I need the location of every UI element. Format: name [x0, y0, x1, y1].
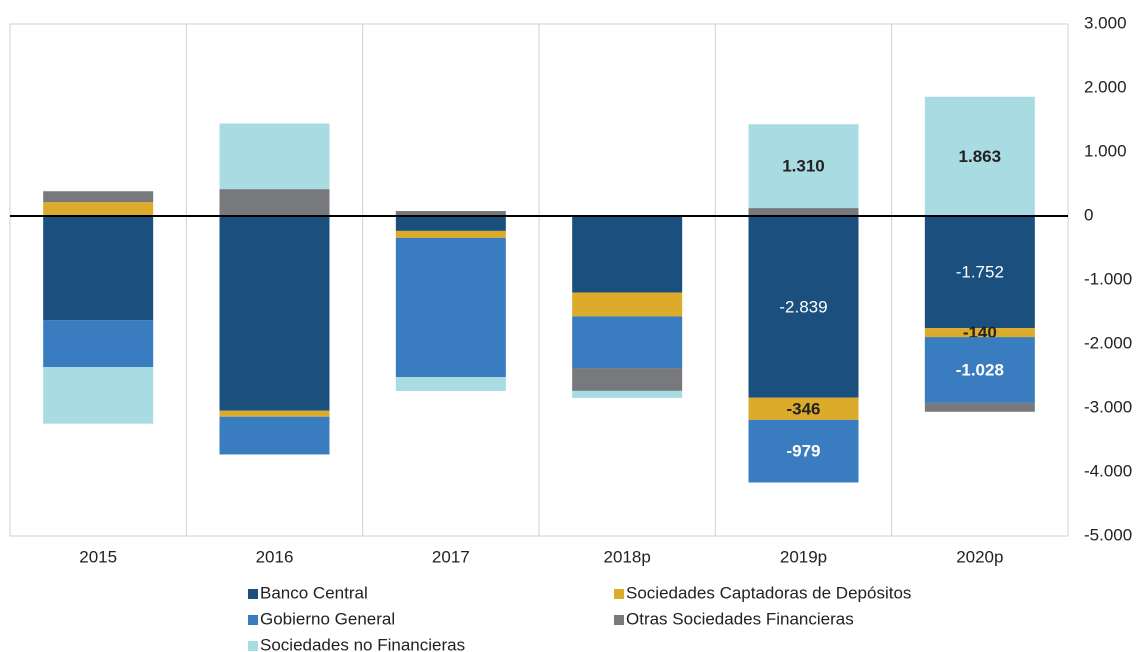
data-label: -2.839 [779, 297, 827, 316]
bar-segment [395, 216, 506, 231]
legend-swatch [614, 615, 624, 625]
bar-segment [748, 208, 859, 216]
x-tick-label: 2017 [432, 547, 470, 566]
bar-segment [572, 216, 683, 293]
bar-segment [572, 292, 683, 317]
bar-segment [43, 320, 154, 368]
bar-segment [395, 230, 506, 238]
bar-segment [43, 202, 154, 216]
bar-segment [924, 328, 1035, 338]
data-label: -979 [786, 442, 820, 461]
legend-swatch [248, 589, 258, 599]
legend-label: Otras Sociedades Financieras [626, 609, 854, 628]
x-tick-label: 2018p [604, 547, 651, 566]
data-label: -346 [786, 399, 820, 418]
legend-swatch [248, 615, 258, 625]
y-tick-label: 3.000 [1084, 13, 1127, 32]
legend-swatch [248, 641, 258, 651]
data-label: -1.028 [956, 360, 1004, 379]
bar-segment [43, 216, 154, 321]
y-tick-label: -4.000 [1084, 461, 1132, 480]
bar-segment [924, 216, 1035, 329]
bar-segment [219, 410, 330, 417]
legend-swatch [614, 589, 624, 599]
bar-segment [924, 96, 1035, 216]
data-label: -1.752 [956, 263, 1004, 282]
x-tick-label: 2016 [256, 547, 294, 566]
legend-label: Sociedades no Financieras [260, 635, 465, 652]
y-tick-label: 1.000 [1084, 141, 1127, 160]
bar-segment [572, 390, 683, 398]
data-label: 1.310 [782, 157, 825, 176]
x-tick-label: 2019p [780, 547, 827, 566]
y-tick-label: 2.000 [1084, 77, 1127, 96]
bar-segment [395, 377, 506, 391]
y-tick-label: -3.000 [1084, 397, 1132, 416]
bar-segment [748, 419, 859, 483]
bar-segment [219, 416, 330, 455]
bar-segment [43, 367, 154, 424]
x-tick-label: 2020p [956, 547, 1003, 566]
data-label: 1.863 [959, 147, 1002, 166]
y-tick-label: -1.000 [1084, 269, 1132, 288]
bar-segment [219, 189, 330, 216]
y-tick-label: 0 [1084, 205, 1093, 224]
bar-segment [219, 216, 330, 411]
bar-segment [924, 337, 1035, 403]
bar-segment [395, 211, 506, 216]
legend-label: Gobierno General [260, 609, 395, 628]
y-tick-label: -5.000 [1084, 525, 1132, 544]
legend-label: Sociedades Captadoras de Depósitos [626, 583, 911, 602]
bar-segment [748, 216, 859, 398]
legend-label: Banco Central [260, 583, 368, 602]
bar-segment [395, 237, 506, 378]
bar-segment [572, 316, 683, 369]
y-tick-label: -2.000 [1084, 333, 1132, 352]
bar-segment [219, 123, 330, 190]
bar-segment [924, 402, 1035, 412]
bar-segment [572, 368, 683, 391]
bar-segment [43, 191, 154, 203]
x-tick-label: 2015 [79, 547, 117, 566]
bar-segment [748, 397, 859, 420]
bar-segment [748, 124, 859, 209]
